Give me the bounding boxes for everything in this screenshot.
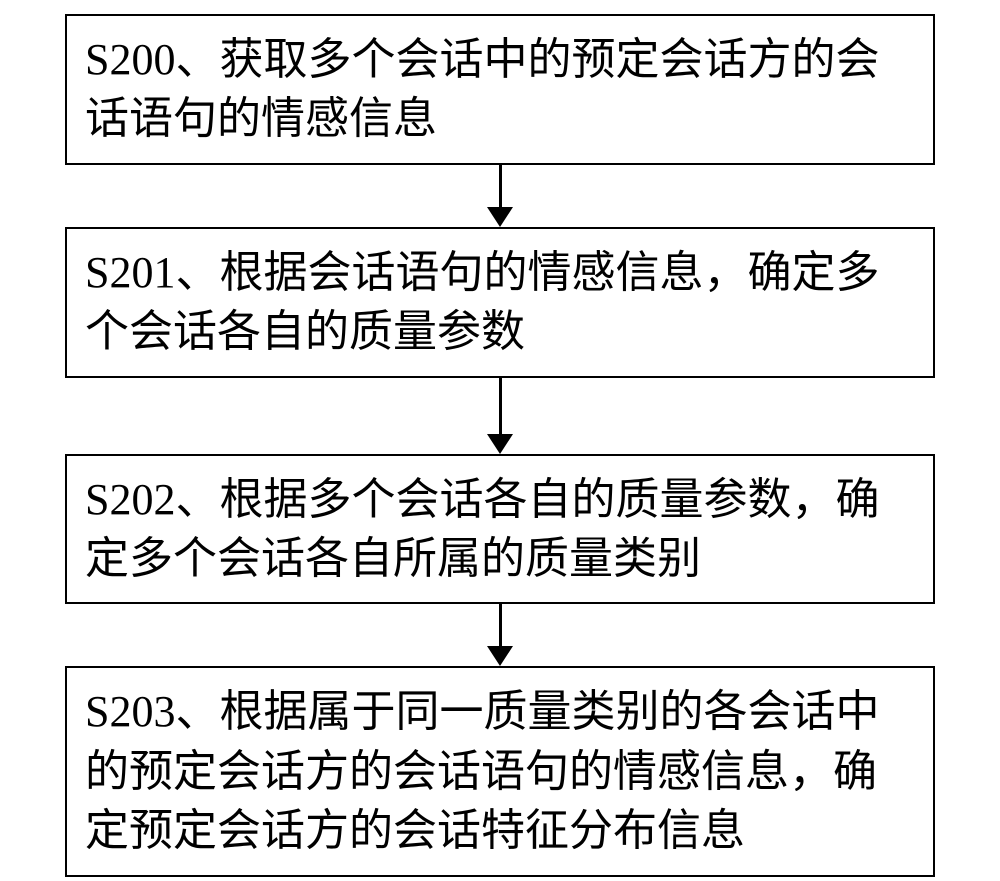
flow-node-text: S200、获取多个会话中的预定会话方的会话语句的情感信息 [85,35,879,143]
flow-node-s200: S200、获取多个会话中的预定会话方的会话语句的情感信息 [65,14,935,165]
flow-node-text: S201、根据会话语句的情感信息，确定多个会话各自的质量参数 [85,248,879,356]
arrow-shaft [499,165,502,207]
arrow-head-icon [487,434,513,454]
flow-node-s201: S201、根据会话语句的情感信息，确定多个会话各自的质量参数 [65,227,935,378]
flow-node-s203: S203、根据属于同一质量类别的各会话中的预定会话方的会话语句的情感信息，确定预… [65,666,935,876]
flow-node-s202: S202、根据多个会话各自的质量参数，确定多个会话各自所属的质量类别 [65,454,935,605]
arrow-shaft [499,604,502,646]
flow-arrow-0 [487,165,513,227]
flow-arrow-2 [487,604,513,666]
arrow-head-icon [487,207,513,227]
flow-arrow-1 [487,378,513,454]
flow-node-text: S202、根据多个会话各自的质量参数，确定多个会话各自所属的质量类别 [85,475,879,583]
arrow-shaft [499,378,502,434]
flow-node-text: S203、根据属于同一质量类别的各会话中的预定会话方的会话语句的情感信息，确定预… [85,687,879,855]
arrow-head-icon [487,646,513,666]
